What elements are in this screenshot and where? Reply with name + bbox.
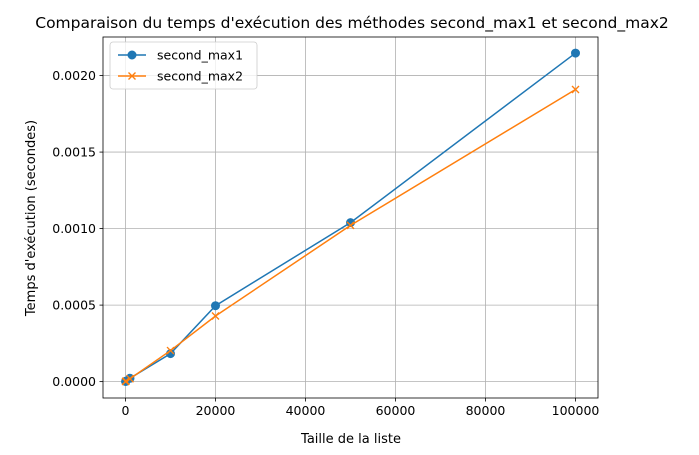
x-axis-label: Taille de la liste (300, 432, 401, 447)
data-point (121, 377, 130, 386)
y-tick-label: 0.0000 (52, 374, 96, 389)
data-point (211, 301, 220, 311)
x-ticks: 0 20000 40000 60000 80000 100000 (122, 398, 600, 418)
x-tick-label: 40000 (286, 403, 326, 418)
data-point (571, 85, 580, 94)
data-point (211, 311, 220, 320)
legend-marker (127, 50, 137, 60)
series-layer (121, 48, 580, 386)
legend-label: second_max1 (157, 48, 243, 63)
data-point (346, 221, 355, 230)
series-line (125, 88, 576, 383)
legend-box (109, 41, 258, 90)
data-point (126, 374, 134, 383)
series-line (125, 52, 576, 383)
y-tick-label: 0.0005 (52, 298, 96, 313)
x-tick-label: 20000 (196, 403, 236, 418)
data-point (571, 48, 580, 58)
legend: second_max1 second_max2 (109, 41, 258, 90)
data-point (166, 346, 175, 355)
legend-marker (128, 72, 136, 80)
y-axis-label: Temps d'exécution (secondes) (24, 120, 39, 317)
chart-title: Comparaison du temps d'exécution des mét… (35, 14, 669, 33)
x-tick-label: 100000 (552, 403, 600, 418)
x-tick-label: 80000 (466, 403, 506, 418)
y-ticks: 0.0000 0.0005 0.0010 0.0015 0.0020 (52, 68, 103, 389)
y-tick-label: 0.0020 (52, 68, 96, 83)
y-tick-label: 0.0010 (52, 221, 96, 236)
x-tick-label: 60000 (376, 403, 416, 418)
x-tick-label: 0 (122, 403, 130, 418)
series-second_max2 (121, 85, 580, 386)
plot-area-frame (102, 36, 599, 399)
legend-label: second_max2 (157, 69, 243, 84)
y-tick-label: 0.0015 (52, 145, 96, 160)
